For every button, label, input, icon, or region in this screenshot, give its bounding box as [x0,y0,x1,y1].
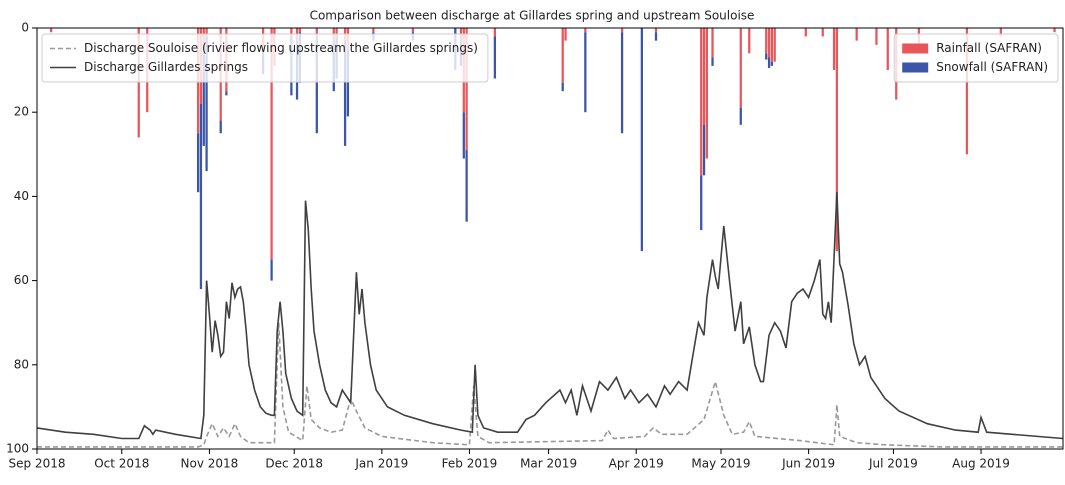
bar [654,32,658,41]
line [36,192,1064,440]
bar [620,32,624,134]
legend-box [893,33,1059,83]
legend-label: Snowfall (SAFRAN) [936,60,1048,74]
x-tick-label: Jul 2019 [868,457,918,471]
legend-label: Discharge Gillardes springs [84,60,248,74]
legend: Discharge Souloise (rivier flowing upstr… [41,33,489,83]
bar [343,40,347,146]
x-tick-label: Dec 2018 [265,457,323,471]
bar [821,28,824,37]
bar [855,28,858,41]
bar [804,28,807,37]
bar [290,28,293,37]
bar [315,36,318,134]
bar [225,91,228,96]
bar [770,61,774,66]
bar [773,28,776,62]
bar [702,124,706,176]
bar [832,28,836,71]
x-tick-label: May 2019 [691,457,750,471]
bar [765,53,768,60]
bar [770,28,774,62]
x-tick-label: Feb 2019 [442,457,498,471]
bar [1053,28,1056,33]
bar [137,28,140,138]
legend-swatch [902,62,929,73]
bar [700,175,703,231]
legend: Rainfall (SAFRAN) Snowfall (SAFRAN) [893,33,1059,83]
legend-box [41,33,489,83]
bar [748,28,751,54]
bar [700,28,703,176]
bar [270,259,273,281]
bar [270,28,273,260]
chart-title: Comparison between discharge at Gillarde… [310,9,755,23]
bar [835,28,839,252]
bar [205,36,208,172]
bar [50,28,53,33]
bar [620,28,624,33]
bar [711,57,714,66]
x-tick-label: Apr 2019 [609,457,664,471]
bar [875,28,878,45]
bar [584,28,587,33]
y-tick-label: 20 [14,105,29,119]
y-tick-label: 100 [6,442,29,456]
bar [465,150,468,222]
x-tick-label: Mar 2019 [520,457,577,471]
bar [335,28,338,37]
legend-label: Discharge Souloise (rivier flowing upstr… [84,41,478,55]
bar [739,107,742,125]
x-tick-label: Oct 2018 [94,457,149,471]
bar [702,28,706,125]
bar [999,28,1002,37]
bar [564,28,567,41]
bar [561,28,564,83]
legend-label: Rainfall (SAFRAN) [936,41,1042,55]
x-tick-label: Jun 2019 [781,457,835,471]
bar [199,103,203,290]
bar [315,28,318,37]
bar [465,28,468,151]
bar [705,28,708,159]
y-tick-label: 0 [21,21,29,35]
y-tick-label: 40 [14,189,29,203]
bar [493,36,497,79]
bar [886,28,889,71]
bar [640,28,643,252]
bar [965,28,969,155]
bar [767,28,771,58]
bar [205,28,208,37]
bar [493,28,497,37]
x-tick-label: Aug 2019 [952,457,1010,471]
bar [654,28,658,33]
bar [298,28,301,33]
bar [411,28,415,33]
bar [561,82,564,92]
bar [462,112,465,159]
y-tick-label: 60 [14,273,29,287]
x-tick-label: Nov 2018 [181,457,239,471]
bar [584,32,587,113]
bar [711,28,714,58]
bar [346,49,350,117]
y-tick-label: 80 [14,357,29,371]
bar [219,120,222,134]
x-tick-label: Jan 2019 [354,457,408,471]
bar [739,28,742,108]
bar [202,49,205,146]
plot-frame [36,27,1064,450]
line [37,322,1063,448]
bar [765,28,768,54]
bar [372,28,375,33]
legend-swatch [902,43,929,54]
bar [767,57,771,68]
x-tick-label: Sep 2018 [9,457,66,471]
bar [196,133,200,193]
